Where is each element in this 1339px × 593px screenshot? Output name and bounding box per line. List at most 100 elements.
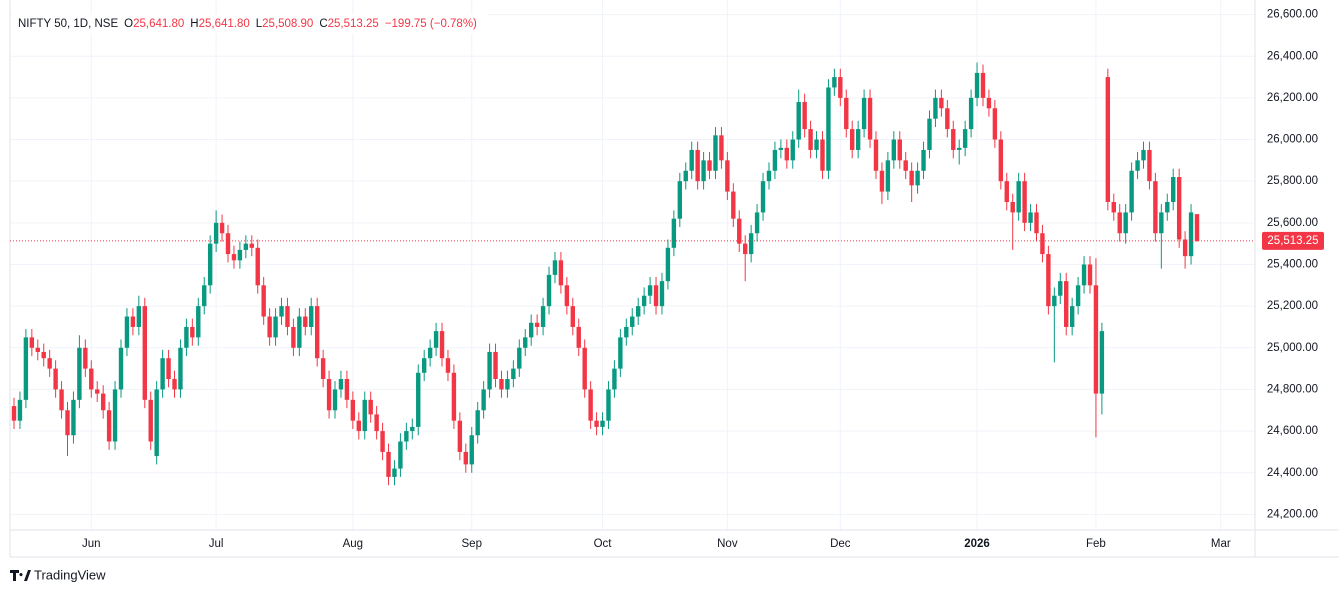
candle-body bbox=[701, 160, 706, 182]
candle-body bbox=[344, 379, 350, 400]
candle-body bbox=[1087, 264, 1093, 286]
candle-body bbox=[190, 326, 195, 338]
candle-body bbox=[933, 97, 938, 119]
logo-icon bbox=[10, 570, 31, 581]
candle-body bbox=[760, 181, 766, 213]
candle-body bbox=[873, 139, 879, 171]
candle-body bbox=[505, 379, 510, 390]
candle-body bbox=[630, 316, 635, 327]
candle-body bbox=[53, 368, 58, 390]
candle-body bbox=[796, 102, 801, 140]
candle-body bbox=[588, 389, 593, 421]
y-tick-label: 24,200.00 bbox=[1267, 508, 1318, 520]
candle-body bbox=[332, 389, 338, 411]
grid bbox=[10, 0, 1255, 530]
symbol: NIFTY 50, 1D, NSE bbox=[18, 18, 118, 30]
candle-body bbox=[939, 97, 944, 109]
candle-body bbox=[213, 222, 219, 244]
candle-body bbox=[968, 97, 974, 130]
legend-bg bbox=[12, 14, 488, 34]
candle-body bbox=[855, 129, 861, 150]
candle-body bbox=[231, 254, 237, 261]
candle-body bbox=[1004, 181, 1009, 203]
candle-body bbox=[653, 285, 659, 307]
candle-body bbox=[326, 379, 332, 411]
y-tick-label: 25,200.00 bbox=[1267, 300, 1318, 312]
candle-body bbox=[487, 351, 492, 390]
candle-body bbox=[659, 281, 665, 307]
candle-body bbox=[1093, 285, 1099, 394]
candle-body bbox=[635, 306, 641, 317]
candle-body bbox=[362, 399, 367, 432]
candle-body bbox=[1141, 149, 1146, 161]
candle-body bbox=[368, 399, 373, 415]
change: −199.75 (−0.78%) bbox=[385, 18, 477, 30]
candle-body bbox=[1176, 177, 1182, 240]
candle-body bbox=[1171, 177, 1176, 203]
candle-body bbox=[802, 102, 807, 130]
candle-body bbox=[154, 389, 159, 457]
candle-body bbox=[261, 285, 266, 317]
candle-body bbox=[297, 316, 302, 348]
candle-body bbox=[118, 347, 124, 390]
candle-body bbox=[421, 358, 427, 373]
candle-body bbox=[915, 170, 920, 186]
candle-body bbox=[172, 379, 177, 390]
candle-body bbox=[986, 97, 992, 109]
candle-body bbox=[1165, 202, 1170, 213]
candle-body bbox=[83, 347, 88, 369]
candle-body bbox=[1069, 306, 1075, 327]
candle-body bbox=[641, 295, 647, 307]
candle-body bbox=[100, 393, 106, 411]
candle-body bbox=[380, 431, 385, 452]
candle-body bbox=[219, 222, 225, 234]
candle-body bbox=[481, 389, 486, 411]
candle-body bbox=[713, 135, 718, 171]
candle-body bbox=[1040, 233, 1045, 255]
candle-body bbox=[695, 149, 700, 182]
candle-body bbox=[624, 326, 629, 338]
candle-body bbox=[1111, 202, 1116, 213]
candle-body bbox=[237, 249, 243, 261]
candle-body bbox=[475, 410, 480, 436]
candle-body bbox=[303, 316, 308, 327]
candle-body bbox=[778, 147, 784, 150]
candle-body bbox=[1022, 181, 1027, 223]
candle-body bbox=[207, 243, 213, 286]
candle-body bbox=[998, 139, 1004, 182]
candle-body bbox=[992, 108, 998, 140]
candle-body bbox=[528, 322, 534, 338]
candle-body bbox=[748, 233, 754, 255]
candle-body bbox=[962, 129, 968, 148]
candle-body bbox=[1153, 181, 1158, 234]
y-tick-label: 26,200.00 bbox=[1267, 92, 1318, 104]
candle-body bbox=[148, 399, 153, 442]
y-tick-label: 25,600.00 bbox=[1267, 217, 1318, 229]
candle-body bbox=[17, 399, 23, 421]
candle-body bbox=[1117, 212, 1122, 234]
candle-body bbox=[255, 247, 260, 286]
candle-body bbox=[725, 160, 730, 192]
candle-body bbox=[410, 426, 415, 432]
y-tick-label: 24,800.00 bbox=[1267, 383, 1318, 395]
candle-body bbox=[772, 149, 778, 171]
last-price-label: 25,513.25 bbox=[1267, 235, 1318, 247]
candle-body bbox=[463, 451, 468, 465]
candle-body bbox=[374, 414, 379, 432]
candle-body bbox=[273, 316, 278, 338]
x-tick-label: Nov bbox=[717, 538, 738, 550]
candle-body bbox=[618, 337, 623, 369]
ohlc-legend: NIFTY 50, 1D, NSE O25,641.80 H25,641.80 L25… bbox=[18, 18, 477, 30]
candle-body bbox=[808, 129, 813, 150]
candle-body bbox=[671, 218, 677, 248]
candle-body bbox=[392, 468, 397, 477]
candle-body bbox=[1159, 212, 1164, 234]
candle-body bbox=[743, 243, 748, 255]
candle-body bbox=[356, 420, 361, 432]
candle-body bbox=[784, 147, 790, 161]
x-tick-label: Mar bbox=[1211, 538, 1231, 550]
candle-body bbox=[196, 306, 201, 338]
candle-body bbox=[1081, 264, 1087, 286]
candle-body bbox=[439, 331, 445, 359]
